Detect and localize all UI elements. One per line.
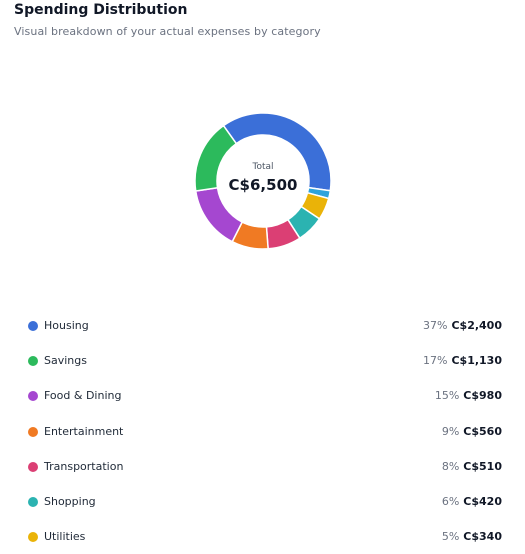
legend-color-dot (28, 496, 38, 507)
legend-amount: C$420 (463, 494, 502, 508)
legend-amount: C$1,130 (451, 354, 502, 368)
legend-percent: 8% (441, 459, 460, 473)
legend-amount: C$980 (463, 389, 502, 403)
legend-amount: C$340 (463, 530, 502, 544)
legend-item[interactable]: Food & Dining 15% C$980 (22, 378, 502, 413)
legend-percent: 6% (441, 494, 460, 508)
legend: Housing 37% C$2,400 Savings 17% C$1,130 Food &… (22, 308, 502, 554)
legend-color-dot (28, 391, 38, 402)
chart-header: Spending Distribution Visual breakdown o… (14, 0, 321, 38)
legend-color-dot (28, 321, 38, 331)
legend-category-name: Housing (44, 319, 89, 332)
legend-category-name: Food & Dining (44, 389, 122, 403)
donut-slice[interactable] (194, 124, 238, 192)
legend-values: 37% C$2,400 (423, 319, 502, 332)
legend-values: 17% C$1,130 (423, 354, 502, 367)
legend-color-dot (28, 426, 38, 437)
legend-category-name: Utilities (44, 530, 86, 544)
legend-color-dot (28, 356, 38, 367)
legend-values: 8% C$510 (442, 460, 502, 473)
legend-amount: C$2,400 (451, 319, 502, 332)
legend-category-name: Savings (44, 354, 87, 368)
donut-chart-svg (194, 112, 332, 250)
legend-color-dot (28, 461, 38, 472)
legend-values: 5% C$340 (442, 530, 502, 543)
legend-item[interactable]: Utilities 5% C$340 (22, 519, 502, 554)
legend-category-name: Shopping (44, 494, 96, 508)
legend-item[interactable]: Entertainment 9% C$560 (22, 414, 502, 449)
donut-chart: Total C$6,500 (192, 110, 334, 252)
donut-slice[interactable] (194, 186, 244, 243)
chart-subtitle: Visual breakdown of your actual expenses… (14, 25, 321, 38)
legend-percent: 17% (423, 354, 448, 368)
legend-percent: 9% (441, 424, 460, 438)
donut-slice[interactable] (222, 112, 332, 192)
legend-amount: C$510 (463, 459, 502, 473)
legend-color-dot (28, 532, 38, 543)
legend-category-name: Entertainment (44, 424, 124, 438)
legend-values: 9% C$560 (442, 425, 502, 438)
legend-values: 6% C$420 (442, 495, 502, 508)
legend-percent: 5% (441, 530, 460, 544)
legend-amount: C$560 (463, 424, 502, 438)
legend-item[interactable]: Housing 37% C$2,400 (22, 308, 502, 343)
chart-title: Spending Distribution (14, 2, 188, 18)
legend-values: 15% C$980 (435, 389, 502, 402)
legend-category-name: Transportation (44, 459, 124, 473)
legend-item[interactable]: Transportation 8% C$510 (22, 449, 502, 484)
legend-item[interactable]: Savings 17% C$1,130 (22, 343, 502, 378)
legend-percent: 15% (434, 389, 460, 403)
legend-percent: 37% (423, 319, 448, 332)
legend-item[interactable]: Shopping 6% C$420 (22, 484, 502, 519)
